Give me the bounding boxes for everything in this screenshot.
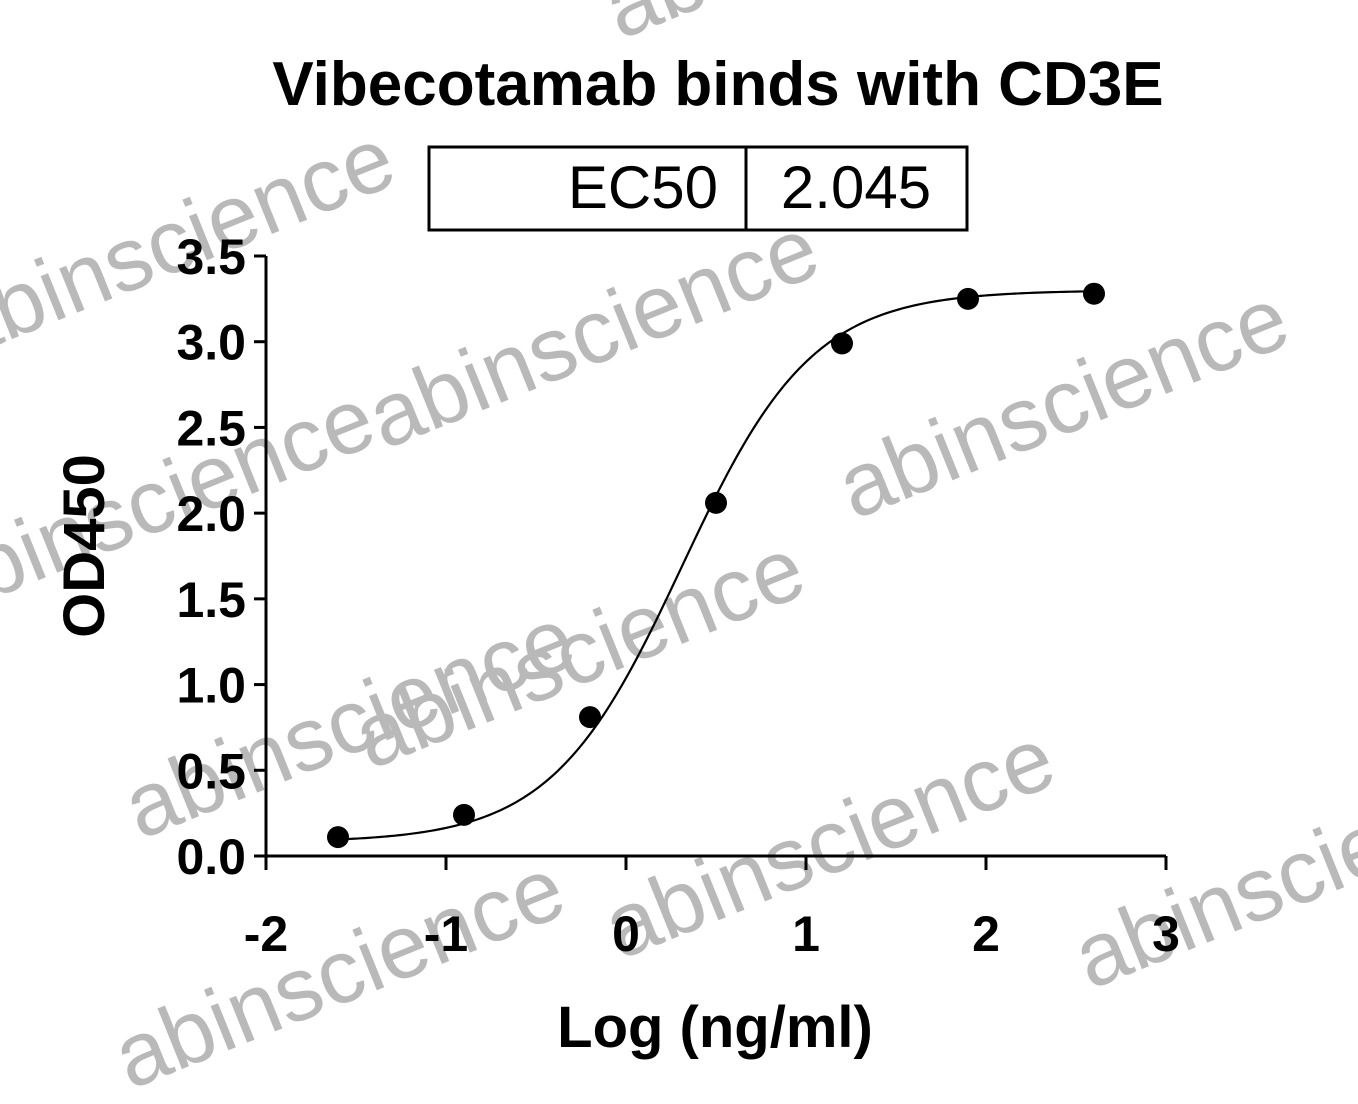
y-tick-label: 2.5 (176, 400, 246, 456)
data-point (327, 826, 349, 849)
y-tick-label: 3.0 (176, 315, 246, 371)
y-tick-label: 0.5 (176, 743, 246, 799)
y-tick-label: 3.5 (176, 229, 246, 285)
x-tick-label: 1 (792, 906, 820, 962)
watermark-text: abinscience (1060, 738, 1358, 1009)
y-axis-label: OD450 (52, 454, 117, 638)
watermark-text: abinscience (354, 198, 832, 469)
y-tick-label: 1.5 (176, 572, 246, 628)
data-point (957, 287, 979, 310)
data-point (705, 491, 727, 514)
ec50-table-border (427, 145, 969, 232)
data-point (453, 803, 475, 826)
ec50-table: EC50 2.045 (427, 145, 969, 232)
watermark-text: abinscience (100, 838, 578, 1104)
y-tick-label: 2.0 (176, 486, 246, 542)
axes: 0.0 0.5 1.0 1.5 2.0 2.5 3.0 3.5 -2 -1 0 1 2 3 (176, 229, 1179, 962)
ec50-label: EC50 (568, 154, 718, 221)
data-point (831, 332, 853, 355)
y-tick-label: 0.0 (176, 829, 246, 885)
ec50-value: 2.045 (781, 154, 931, 221)
chart-title: Vibecotamab binds with CD3E (272, 50, 1163, 119)
watermark-text: abinscience (824, 268, 1302, 539)
data-point (579, 706, 601, 729)
x-tick-label: -2 (244, 906, 288, 962)
data-point (1083, 282, 1105, 305)
x-tick-label: 3 (1152, 906, 1180, 962)
x-tick-label: -1 (424, 906, 468, 962)
x-axis-label: Log (ng/ml) (557, 995, 873, 1060)
y-tick-label: 1.0 (176, 658, 246, 714)
x-tick-label: 2 (972, 906, 1000, 962)
data-points (327, 282, 1105, 849)
x-tick-label: 0 (612, 906, 640, 962)
